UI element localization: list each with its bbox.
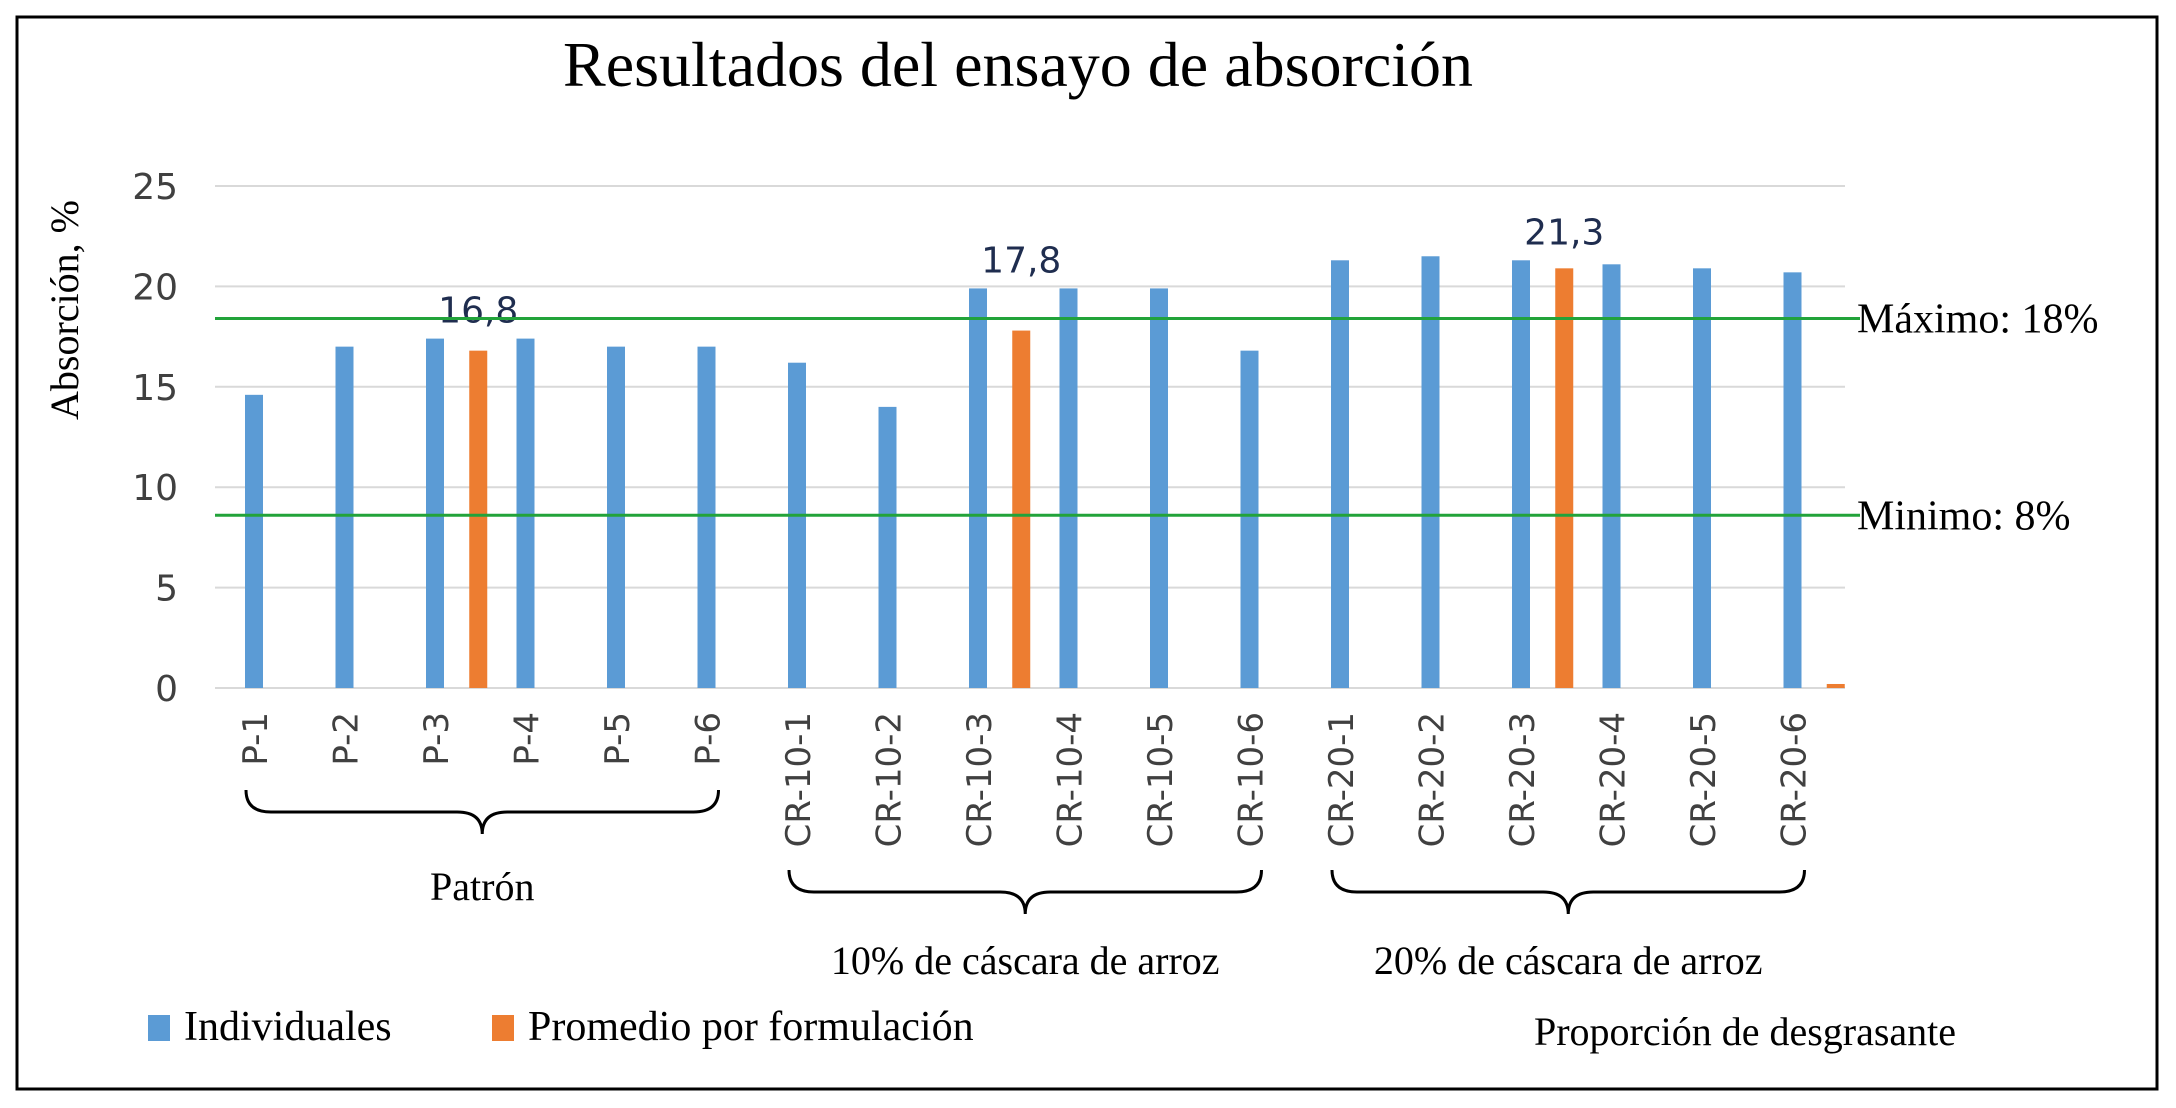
bar-individual <box>878 406 897 688</box>
y-tick-label: 15 <box>132 368 178 409</box>
bar-individual <box>426 338 444 688</box>
bar-individual <box>697 346 716 688</box>
group-brace <box>244 789 720 835</box>
legend-label: Promedio por formulación <box>528 1004 974 1050</box>
x-tick-label: CR-20-1 <box>1322 712 1362 847</box>
x-tick-label: P-6 <box>689 712 729 766</box>
bar-average <box>1555 268 1574 688</box>
x-tick-label: P-5 <box>598 712 638 766</box>
x-tick-label: CR-20-4 <box>1594 712 1634 847</box>
data-label: 16,8 <box>438 291 518 332</box>
legend: Individuales Promedio por formulación <box>148 1004 974 1050</box>
y-axis-label: Absorción, % <box>42 200 87 420</box>
x-tick-label: P-1 <box>236 712 276 766</box>
bar-average <box>1826 683 1845 688</box>
bar-individual <box>607 346 625 688</box>
x-tick-label: CR-20-6 <box>1775 712 1815 847</box>
x-tick-label: CR-10-3 <box>960 712 1000 847</box>
reference-lines: Máximo: 18% Minimo: 8% <box>215 297 2098 539</box>
bar-individual <box>335 346 354 688</box>
x-tick-label: P-2 <box>327 712 367 766</box>
bar-individual <box>1783 272 1802 688</box>
y-tick-label: 10 <box>132 468 178 509</box>
x-tick-label: CR-10-5 <box>1141 712 1181 847</box>
bars: 16,8 17,8 21,3 <box>245 212 1845 688</box>
legend-swatch <box>492 1015 514 1041</box>
x-tick-label: CR-10-4 <box>1051 712 1091 847</box>
x-tick-label: CR-20-3 <box>1503 712 1543 847</box>
bar-individual <box>1059 288 1078 688</box>
bar-individual <box>1150 288 1168 688</box>
x-tick-label: CR-10-6 <box>1232 712 1272 847</box>
chart-title: Resultados del ensayo de absorción <box>563 29 1473 100</box>
y-tick-labels: 0 5 10 15 20 25 <box>132 167 178 710</box>
bar-individual <box>969 288 987 688</box>
bar-individual <box>516 338 535 688</box>
x-tick-label: CR-10-2 <box>870 712 910 847</box>
x-axis-label: Proporción de desgrasante <box>1534 1009 1956 1054</box>
bar-average <box>469 350 488 688</box>
y-tick-label: 5 <box>155 569 178 610</box>
x-tick-label: CR-10-1 <box>779 712 819 847</box>
bar-individual <box>788 362 806 688</box>
reference-line-label: Máximo: 18% <box>1857 297 2098 343</box>
legend-label: Individuales <box>184 1004 392 1050</box>
group-braces: Patrón 10% de cáscara de arroz 20% de cásc… <box>244 789 1806 983</box>
bar-individual <box>1512 260 1530 688</box>
data-label: 21,3 <box>1524 212 1604 253</box>
y-tick-label: 20 <box>132 267 178 308</box>
y-tick-label: 25 <box>132 167 178 208</box>
bar-individual <box>1421 256 1440 688</box>
group-label: 10% de cáscara de arroz <box>831 938 1220 983</box>
group-label: 20% de cáscara de arroz <box>1374 938 1763 983</box>
bar-individual <box>1602 264 1621 688</box>
bar-individual <box>1331 260 1349 688</box>
legend-swatch <box>148 1015 170 1041</box>
bar-individual <box>245 394 263 688</box>
data-label: 17,8 <box>981 240 1061 281</box>
x-tick-labels: P-1 P-2 P-3 P-4 P-5 P-6 CR-10-1 CR-10-2 CR-10-3 C… <box>236 712 1815 847</box>
x-tick-label: P-4 <box>508 712 548 766</box>
group-brace <box>787 869 1263 915</box>
x-tick-label: CR-20-2 <box>1413 712 1453 847</box>
y-tick-label: 0 <box>155 669 178 710</box>
x-tick-label: CR-20-5 <box>1684 712 1724 847</box>
x-tick-label: P-3 <box>417 712 457 766</box>
bar-individual <box>1693 268 1711 688</box>
group-label: Patrón <box>430 864 534 909</box>
bar-average <box>1012 330 1031 688</box>
reference-line-label: Minimo: 8% <box>1857 493 2071 539</box>
bar-individual <box>1240 350 1259 688</box>
group-brace <box>1330 869 1806 915</box>
